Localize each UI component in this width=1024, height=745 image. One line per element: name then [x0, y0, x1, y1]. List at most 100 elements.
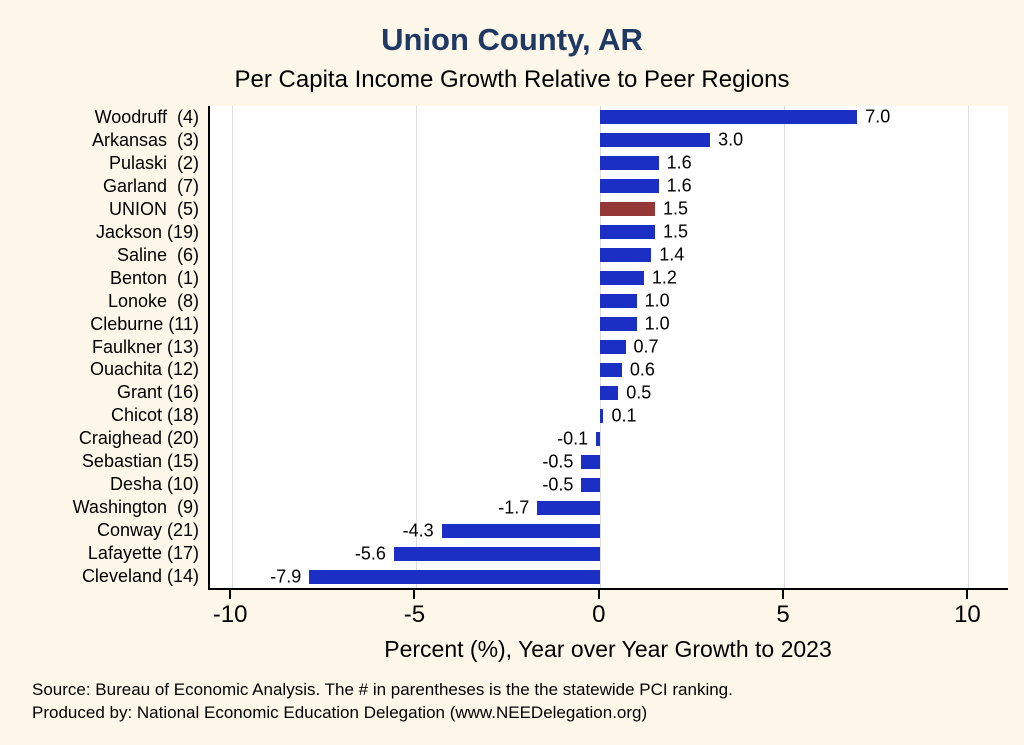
bar-value-label: -7.9: [270, 566, 302, 587]
y-axis-labels: Woodruff (4) Arkansas (3) Pulaski (2) Garla…: [30, 106, 208, 588]
plot-area: 7.0 3.0 1.6 1.6 1.5 1.5 1.4 1.2 1.0 1.0 0.7 0.6 0.5 0…: [208, 106, 1008, 590]
bar-value-label: 1.0: [644, 313, 670, 334]
y-axis-label: Sebastian (15): [81, 451, 199, 472]
bar-row: -1.7: [210, 496, 1008, 519]
bar: [393, 546, 600, 561]
footer-produced-by: Produced by: National Economic Education…: [32, 702, 648, 722]
y-axis-label: Faulkner (13): [91, 336, 199, 357]
y-axis-label: Grant (16): [116, 382, 199, 403]
footer: Source: Bureau of Economic Analysis. The…: [32, 679, 1024, 725]
bar: [599, 362, 622, 377]
bar-row: 1.5: [210, 221, 1008, 244]
x-tick-label: -10: [212, 601, 248, 628]
spacer: [30, 590, 208, 634]
bar: [599, 317, 637, 332]
y-axis-label: Desha (10): [109, 474, 199, 495]
bar-row: 1.5: [210, 198, 1008, 221]
bar-value-label: -0.5: [542, 474, 574, 495]
bar-value-label: 1.5: [662, 221, 688, 242]
y-axis-label: Ouachita (12): [89, 359, 199, 380]
spacer: [30, 634, 208, 663]
bar-value-label: 0.6: [629, 359, 655, 380]
bar: [599, 156, 659, 171]
bar-value-label: -0.5: [542, 451, 574, 472]
bar-row: -4.3: [210, 519, 1008, 542]
chart-title: Union County, AR: [381, 22, 643, 57]
gridline: [967, 106, 969, 588]
gridline: [415, 106, 417, 588]
y-axis-label: Conway (21): [96, 520, 199, 541]
bar: [599, 133, 711, 148]
bar-value-label: 1.0: [644, 290, 670, 311]
y-axis-label: Lonoke (8): [107, 290, 199, 311]
y-axis-label: Cleburne (11): [90, 313, 199, 334]
bar-value-label: 0.7: [633, 336, 659, 357]
bar: [599, 340, 626, 354]
bar-value-label: 1.6: [666, 152, 692, 173]
bar: [537, 500, 600, 515]
y-axis-label: Craighead (20): [78, 428, 199, 449]
gridline: [783, 106, 785, 588]
y-axis-label: Woodruff (4): [94, 106, 199, 127]
chart: Woodruff (4) Arkansas (3) Pulaski (2) Garla…: [30, 106, 1008, 663]
bar-row: 0.1: [210, 404, 1008, 427]
x-tick: [413, 590, 416, 599]
bar-row: 0.6: [210, 358, 1008, 381]
bar-row: -7.9: [210, 565, 1008, 588]
bar-value-label: 0.1: [611, 405, 637, 426]
y-axis-label: Cleveland (14): [81, 566, 199, 587]
bar-row: -0.1: [210, 427, 1008, 450]
x-tick: [229, 590, 232, 599]
bar: [599, 271, 644, 286]
x-tick: [966, 590, 969, 599]
bar: [441, 523, 600, 538]
bar: [599, 110, 858, 125]
bar-value-label: 1.5: [662, 198, 688, 219]
y-axis-label: Jackson (19): [95, 221, 199, 242]
bar-row: 1.6: [210, 152, 1008, 175]
bar: [596, 431, 600, 446]
bar-value-label: 0.5: [626, 382, 652, 403]
bar-value-label: 3.0: [718, 129, 744, 150]
bar: [581, 477, 600, 492]
y-axis-label: Washington (9): [72, 497, 199, 518]
x-tick: [782, 590, 785, 599]
bar-row: -5.6: [210, 542, 1008, 565]
bar-row: 0.7: [210, 336, 1008, 359]
bar-row: 1.0: [210, 290, 1008, 313]
bar-highlight: [599, 202, 655, 217]
bar-value-label: -4.3: [402, 520, 434, 541]
gridline: [232, 106, 234, 588]
x-tick-label: -5: [403, 601, 426, 628]
y-axis-label: Pulaski (2): [108, 152, 199, 173]
bar-row: 3.0: [210, 129, 1008, 152]
bar-row: -0.5: [210, 450, 1008, 473]
y-axis-label: Benton (1): [109, 267, 199, 288]
bar: [599, 408, 604, 423]
bar-row: 1.2: [210, 267, 1008, 290]
bar-row: -0.5: [210, 473, 1008, 496]
y-axis-label: Arkansas (3): [91, 129, 199, 150]
x-axis: -10 -5 0 5 10: [208, 590, 1008, 634]
footer-source: Source: Bureau of Economic Analysis. The…: [32, 680, 733, 699]
bar-row: 1.4: [210, 244, 1008, 267]
bar: [599, 179, 659, 194]
bar-row: 7.0: [210, 106, 1008, 129]
bar-row: 0.5: [210, 381, 1008, 404]
bar-value-label: 7.0: [865, 106, 891, 127]
bar: [581, 454, 600, 469]
x-axis-title: Percent (%), Year over Year Growth to 20…: [384, 636, 832, 662]
bar: [599, 225, 655, 240]
x-tick: [597, 590, 600, 599]
bar-value-label: -1.7: [498, 497, 530, 518]
x-tick-label: 5: [776, 601, 790, 628]
bar-row: 1.0: [210, 313, 1008, 336]
y-axis-label: Saline (6): [116, 244, 199, 265]
bar: [309, 569, 600, 584]
bar-value-label: -5.6: [354, 543, 386, 564]
bar-value-label: -0.1: [557, 428, 589, 449]
x-tick-label: 10: [954, 601, 981, 628]
y-axis-label: Chicot (18): [110, 405, 199, 426]
bar-value-label: 1.6: [666, 175, 692, 196]
